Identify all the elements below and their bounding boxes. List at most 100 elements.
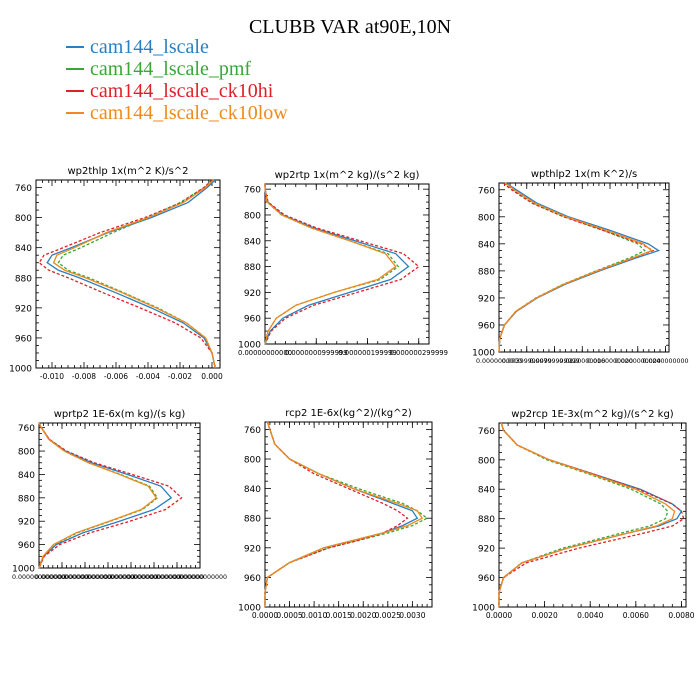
y-tick-label: 920 (244, 544, 261, 554)
y-tick-label: 920 (478, 294, 495, 304)
series-line-cam144_lscale (264, 421, 419, 607)
y-tick-label: 840 (18, 471, 35, 481)
x-tick-label: 0.0040 (577, 611, 603, 620)
panel-title: wp2rcp 1E-3x(m^2 kg)/(s^2 kg) (511, 409, 674, 420)
x-tick-label: 0.0020 (350, 611, 376, 620)
y-tick-label: 760 (18, 424, 35, 434)
series-line-cam144_lscale_ck10low (498, 182, 653, 353)
y-tick-label: 760 (244, 426, 261, 436)
y-tick-label: 960 (478, 574, 495, 584)
x-tick-label: 0.0060 (623, 611, 649, 620)
legend-label: cam144_lscale_ck10low (90, 101, 288, 124)
plot-frame (498, 182, 670, 353)
panel-title: wp2rtp 1x(m^2 kg)/(s^2 kg) (275, 170, 420, 181)
legend: cam144_lscale cam144_lscale_pmf cam144_l… (66, 36, 288, 124)
y-tick-label: 880 (18, 494, 35, 504)
y-tick-label: 840 (244, 237, 261, 247)
panel-title: wpthlp2 1x(m K^2)/s (531, 169, 637, 180)
series-line-cam144_lscale_pmf (264, 183, 400, 345)
y-tick-label: 840 (478, 240, 495, 250)
y-tick-label: 960 (244, 574, 261, 584)
y-tick-label: 960 (15, 334, 32, 344)
x-tick-label: 0.0000000999999 (285, 349, 348, 357)
x-tick-label: 0.000000000000 (81, 574, 135, 581)
y-tick-label: 960 (478, 321, 495, 331)
series-line-cam144_lscale (264, 183, 410, 345)
x-tick-label: 0.0120000000 (559, 358, 605, 365)
series-line-cam144_lscale_pmf (498, 182, 646, 353)
y-tick-label: 760 (478, 186, 495, 196)
plot-frame (264, 183, 430, 345)
series-line-cam144_lscale_ck10hi (264, 421, 409, 607)
series-line-cam144_lscale_ck10hi (498, 422, 685, 607)
series-line-cam144_lscale_ck10hi (38, 179, 216, 369)
y-tick-label: 840 (478, 486, 495, 496)
panel-title: wprtp2 1E-6x(m kg)/(s kg) (54, 409, 186, 420)
y-tick-label: 920 (15, 304, 32, 314)
plot-frame (264, 421, 433, 608)
legend-swatch (66, 112, 84, 114)
plot-frame (498, 422, 687, 608)
legend-swatch (66, 90, 84, 92)
series-line-cam144_lscale_ck10hi (38, 422, 183, 569)
x-tick-label: 0.000000000000 (150, 574, 204, 581)
plot-frame (38, 422, 201, 569)
x-tick-label: 0.0160000000 (587, 358, 633, 365)
y-tick-label: 1000 (238, 341, 261, 351)
y-tick-label: 760 (244, 186, 261, 196)
x-tick-label: 0.00000000000 (238, 349, 292, 357)
x-tick-label: -0.010 (40, 372, 64, 381)
x-tick-label: 0.000 (201, 372, 223, 381)
y-tick-label: 800 (478, 213, 495, 223)
y-tick-label: 800 (15, 214, 32, 224)
x-tick-label: 0.0020 (531, 611, 557, 620)
y-tick-label: 880 (478, 267, 495, 277)
y-tick-label: 760 (15, 184, 32, 194)
plot-frame (35, 179, 221, 369)
legend-item: cam144_lscale_ck10hi (66, 80, 288, 102)
legend-item: cam144_lscale (66, 36, 288, 58)
series-line-cam144_lscale (498, 422, 683, 607)
x-tick-label: 0.000000000000 (173, 574, 227, 581)
y-tick-label: 1000 (9, 365, 32, 375)
series-line-cam144_lscale_pmf (498, 422, 669, 607)
x-tick-label: 0.0010 (301, 611, 327, 620)
series-line-cam144_lscale (38, 422, 173, 569)
x-tick-label: 0.000000000000 (104, 574, 158, 581)
panel-title: wp2thlp 1x(m^2 K)/s^2 (67, 166, 188, 177)
y-tick-label: 800 (244, 456, 261, 466)
x-tick-label: 0.0025 (375, 611, 401, 620)
series-line-cam144_lscale (46, 179, 216, 369)
y-tick-label: 960 (18, 541, 35, 551)
legend-swatch (66, 46, 84, 48)
y-tick-label: 920 (478, 545, 495, 555)
y-tick-label: 920 (244, 289, 261, 299)
series-line-cam144_lscale_ck10hi (498, 182, 655, 353)
x-tick-label: 0.0240000000 (642, 358, 688, 365)
y-tick-label: 880 (244, 515, 261, 525)
x-tick-label: -0.008 (72, 372, 96, 381)
x-tick-label: 0.000000000000 (12, 574, 66, 581)
series-line-cam144_lscale (498, 182, 661, 353)
y-tick-label: 960 (244, 315, 261, 325)
y-tick-label: 800 (478, 456, 495, 466)
x-tick-label: 0.0080 (668, 611, 694, 620)
series-line-cam144_lscale_ck10low (38, 422, 158, 569)
y-tick-label: 760 (478, 427, 495, 437)
y-tick-label: 1000 (238, 604, 261, 614)
y-tick-label: 800 (18, 448, 35, 458)
x-tick-label: 0.000000000000 (58, 574, 112, 581)
x-tick-label: 0.0015 (326, 611, 352, 620)
legend-label: cam144_lscale (90, 35, 209, 58)
series-line-cam144_lscale_ck10low (264, 421, 424, 607)
y-tick-label: 840 (15, 244, 32, 254)
series-line-cam144_lscale_ck10low (264, 183, 397, 345)
x-tick-label: 0.00799999999 (529, 358, 579, 365)
x-tick-label: 0.000000000000 (127, 574, 181, 581)
y-tick-label: 880 (478, 515, 495, 525)
x-tick-label: 0.0200000000 (615, 358, 661, 365)
x-tick-label: 0.0030 (399, 611, 425, 620)
y-tick-label: 800 (244, 211, 261, 221)
legend-label: cam144_lscale_pmf (90, 57, 252, 80)
